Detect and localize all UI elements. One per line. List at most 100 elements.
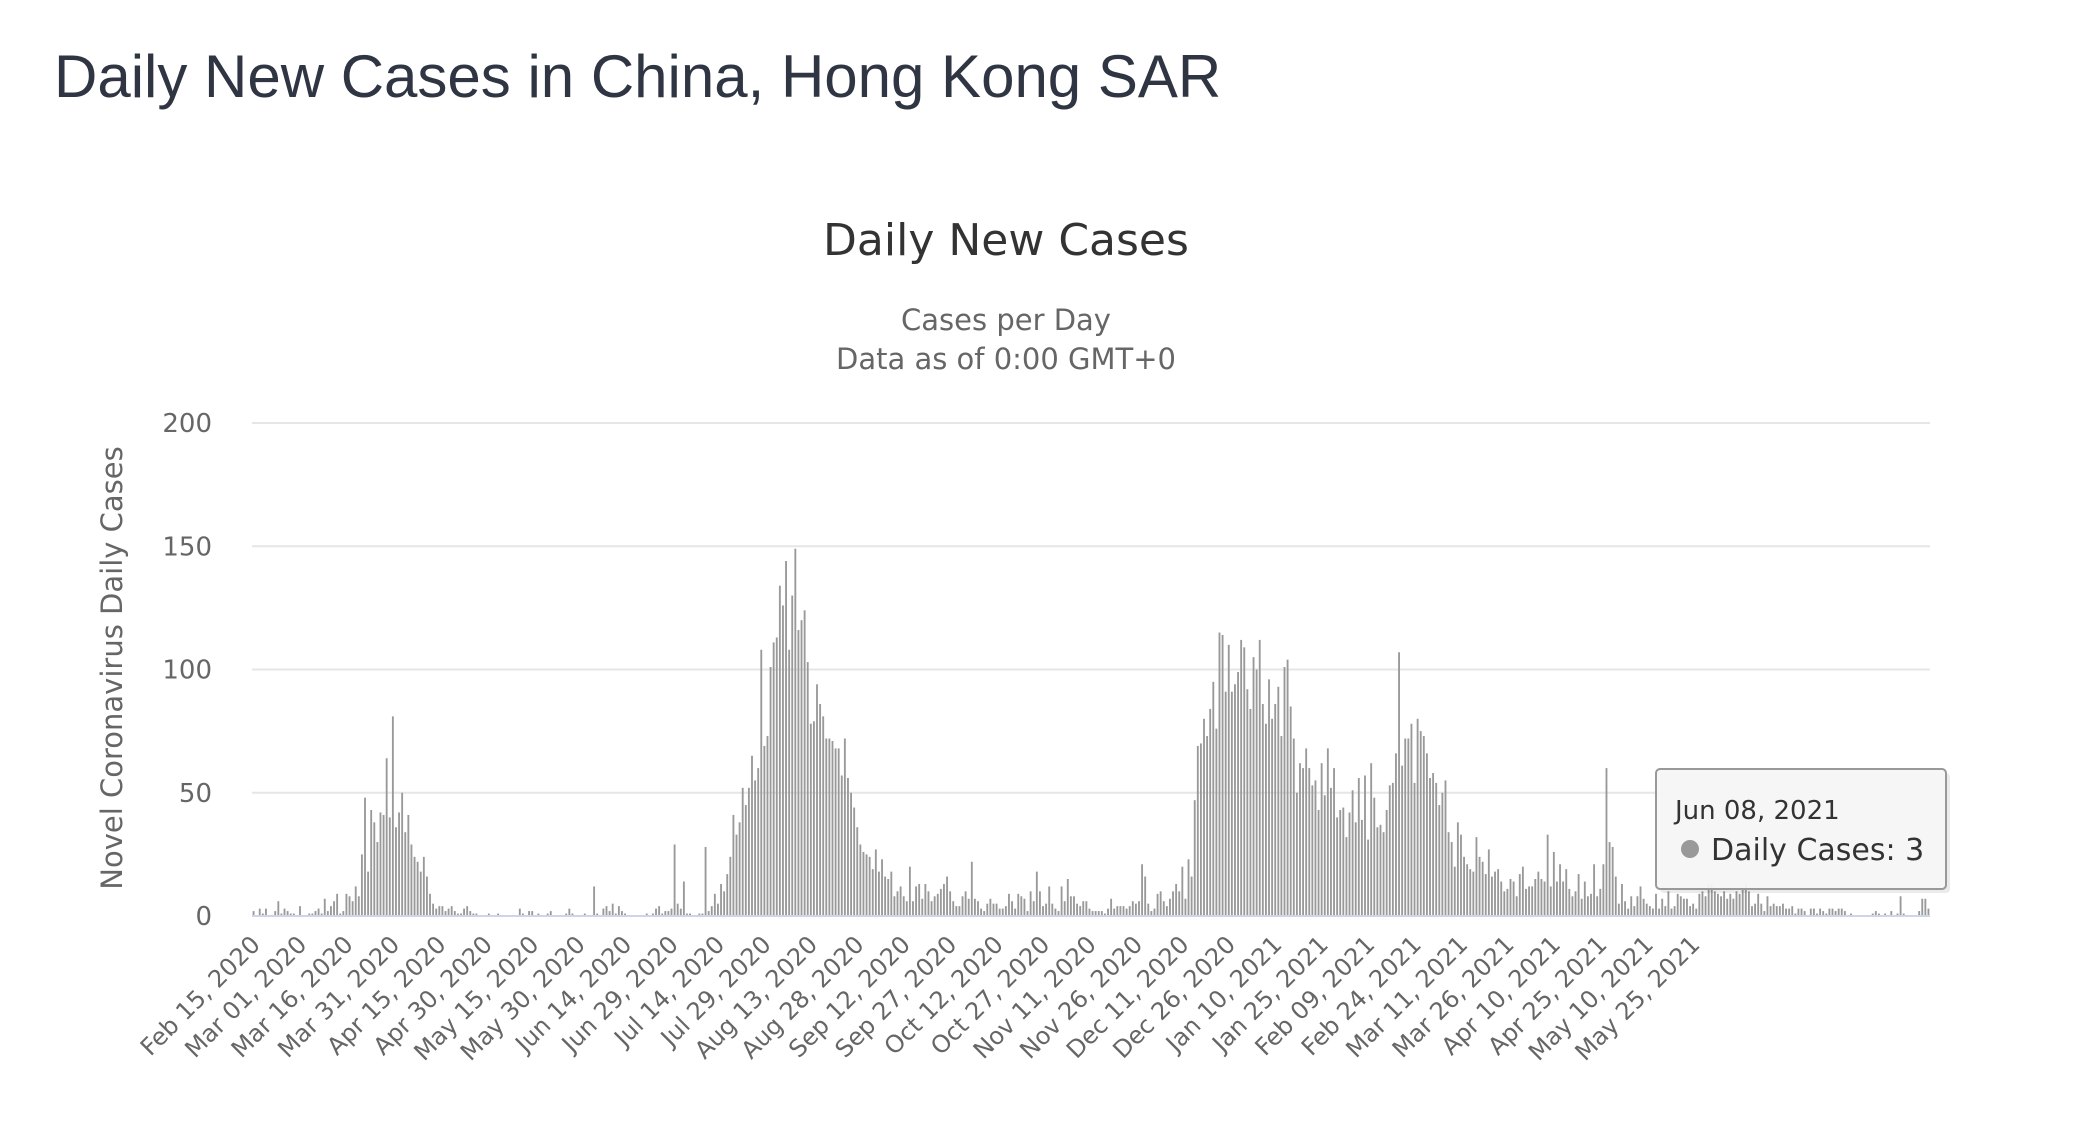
bar[interactable] xyxy=(1063,901,1066,916)
bar[interactable] xyxy=(1617,903,1620,916)
bar[interactable] xyxy=(800,620,803,916)
bar[interactable] xyxy=(395,827,397,916)
bar[interactable] xyxy=(707,911,710,916)
bar[interactable] xyxy=(1630,896,1633,916)
bar[interactable] xyxy=(292,913,295,916)
bar[interactable] xyxy=(983,911,986,916)
bar[interactable] xyxy=(1336,817,1339,916)
bar[interactable] xyxy=(682,881,685,916)
bar[interactable] xyxy=(1032,901,1035,916)
bar[interactable] xyxy=(1874,911,1877,916)
bar[interactable] xyxy=(1809,908,1812,916)
bar[interactable] xyxy=(1326,748,1329,916)
bar[interactable] xyxy=(1590,893,1592,916)
bar[interactable] xyxy=(1816,913,1818,916)
bar[interactable] xyxy=(847,777,849,916)
bar[interactable] xyxy=(1116,906,1119,916)
bar[interactable] xyxy=(1760,903,1763,916)
bar[interactable] xyxy=(1280,736,1283,916)
bar[interactable] xyxy=(1348,812,1351,916)
bar[interactable] xyxy=(1385,810,1388,916)
bar[interactable] xyxy=(1376,827,1379,916)
bar[interactable] xyxy=(933,896,936,916)
bar[interactable] xyxy=(676,903,679,916)
bar[interactable] xyxy=(1438,805,1441,916)
bar[interactable] xyxy=(1537,871,1540,916)
bar[interactable] xyxy=(831,740,834,916)
bar[interactable] xyxy=(1456,822,1459,916)
bar[interactable] xyxy=(785,561,787,916)
bar[interactable] xyxy=(816,684,818,916)
bar[interactable] xyxy=(782,605,784,916)
bar[interactable] xyxy=(1354,822,1357,916)
bar[interactable] xyxy=(1311,785,1314,916)
bar[interactable] xyxy=(1367,839,1370,916)
bar[interactable] xyxy=(788,649,791,916)
bar[interactable] xyxy=(391,716,394,916)
bar[interactable] xyxy=(1447,832,1450,916)
bar[interactable] xyxy=(1778,906,1781,916)
bar[interactable] xyxy=(382,814,385,916)
bar[interactable] xyxy=(710,906,713,916)
bar[interactable] xyxy=(840,775,843,917)
bar[interactable] xyxy=(1720,896,1722,916)
bar[interactable] xyxy=(878,871,880,916)
bar[interactable] xyxy=(1843,911,1846,916)
bar[interactable] xyxy=(1831,908,1834,916)
bar[interactable] xyxy=(1131,901,1134,916)
bar[interactable] xyxy=(834,748,837,916)
bar[interactable] xyxy=(1735,891,1738,916)
bar[interactable] xyxy=(1525,888,1527,916)
bar[interactable] xyxy=(1614,876,1617,916)
bar[interactable] xyxy=(1713,891,1716,916)
bar[interactable] xyxy=(1001,908,1004,916)
bar[interactable] xyxy=(1209,708,1212,916)
bar[interactable] xyxy=(738,822,741,916)
bar[interactable] xyxy=(1608,842,1611,916)
bar[interactable] xyxy=(1828,908,1831,916)
bar[interactable] xyxy=(1323,795,1326,916)
bar[interactable] xyxy=(679,908,682,916)
bar[interactable] xyxy=(1599,888,1602,916)
bar[interactable] xyxy=(398,812,400,916)
bar[interactable] xyxy=(1834,911,1837,916)
bar[interactable] xyxy=(497,913,500,916)
bar[interactable] xyxy=(1478,856,1481,916)
bar[interactable] xyxy=(946,876,948,916)
bar[interactable] xyxy=(943,883,945,916)
bar[interactable] xyxy=(1441,792,1444,916)
bar[interactable] xyxy=(1051,903,1054,916)
bar[interactable] xyxy=(602,908,605,916)
bar[interactable] xyxy=(518,908,521,916)
bar[interactable] xyxy=(980,908,983,916)
bar[interactable] xyxy=(330,906,332,916)
bar[interactable] xyxy=(370,810,373,916)
bar[interactable] xyxy=(1370,763,1373,916)
bar[interactable] xyxy=(1766,896,1769,916)
bar[interactable] xyxy=(521,913,524,916)
bar[interactable] xyxy=(1772,903,1775,916)
bar[interactable] xyxy=(571,913,574,916)
bar[interactable] xyxy=(1896,913,1899,916)
bar[interactable] xyxy=(949,891,952,916)
bar[interactable] xyxy=(1243,647,1246,916)
bar[interactable] xyxy=(803,610,806,916)
bar[interactable] xyxy=(658,906,661,916)
bar[interactable] xyxy=(1435,782,1438,916)
bar[interactable] xyxy=(1840,908,1843,916)
bar[interactable] xyxy=(1419,731,1422,917)
bar[interactable] xyxy=(1822,911,1825,916)
bar[interactable] xyxy=(1732,898,1735,916)
bar[interactable] xyxy=(605,906,608,916)
bar[interactable] xyxy=(1169,898,1171,916)
bar[interactable] xyxy=(1450,842,1453,916)
bar[interactable] xyxy=(283,908,286,916)
bar[interactable] xyxy=(311,913,314,916)
bar[interactable] xyxy=(1444,780,1447,916)
bar[interactable] xyxy=(1230,691,1233,916)
bar[interactable] xyxy=(871,869,874,916)
bar[interactable] xyxy=(1475,837,1478,916)
bar[interactable] xyxy=(1583,881,1586,916)
bar[interactable] xyxy=(1559,864,1561,916)
bar[interactable] xyxy=(1104,913,1106,916)
